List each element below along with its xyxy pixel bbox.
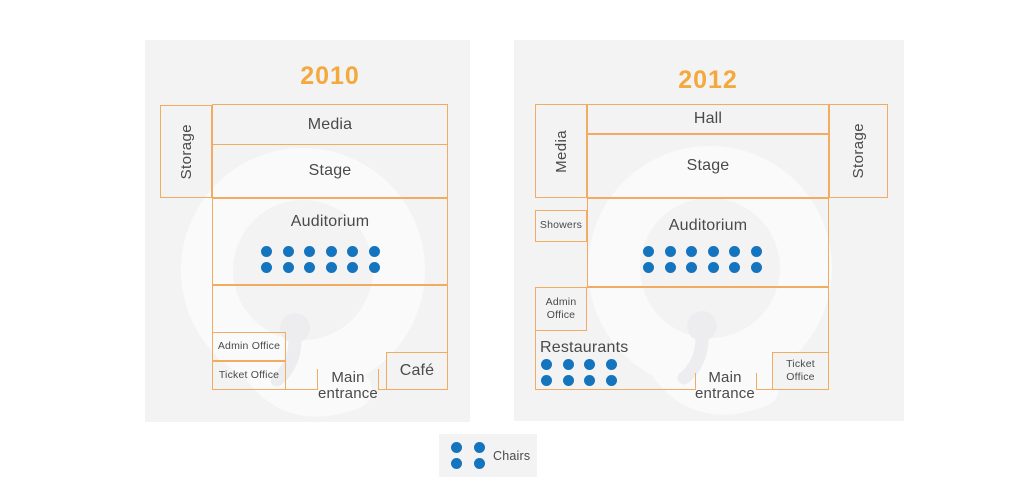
chair-dot — [261, 246, 272, 257]
stage-label: Stage — [308, 162, 352, 179]
room-ticket-office: Ticket Office — [772, 352, 829, 390]
chair-row — [451, 458, 485, 469]
stage-label: Stage — [686, 157, 730, 174]
restaurant-chairs — [541, 359, 617, 386]
chair-row — [261, 261, 380, 273]
chair-dot — [686, 246, 697, 257]
storage-label: Storage — [850, 123, 867, 179]
wall-bottom-left-segment — [536, 389, 695, 390]
chair-dot — [304, 261, 315, 273]
admin-office-label: Admin Office — [545, 295, 577, 321]
chair-dot — [605, 375, 617, 386]
chair-dot — [304, 246, 315, 257]
chair-dot — [605, 359, 617, 370]
chair-dot — [584, 359, 595, 370]
main-entrance-line2: entrance — [695, 385, 755, 402]
restaurants-label: Restaurants — [540, 339, 629, 356]
cafe-label: Café — [399, 362, 435, 379]
chair-dot — [261, 261, 272, 273]
room-media: Media — [212, 104, 448, 145]
chair-dot — [562, 359, 574, 370]
room-showers: Showers — [535, 210, 587, 242]
storage-label: Storage — [177, 123, 195, 180]
chair-row — [541, 359, 617, 370]
room-admin-office: Admin Office — [212, 332, 286, 361]
admin-office-label: Admin Office — [217, 339, 281, 352]
chair-dot — [282, 246, 294, 257]
room-stage: Stage — [587, 134, 829, 198]
floor-plan-2010-panel: 2010 Storage Media Stage Auditorium Admi… — [145, 40, 470, 422]
chair-dot — [750, 261, 762, 273]
chairs-legend-label: Chairs — [493, 448, 531, 463]
showers-label: Showers — [539, 219, 583, 232]
chair-dot — [474, 442, 485, 453]
main-entrance-line1: Main — [708, 369, 742, 386]
chair-dot — [664, 261, 676, 273]
chair-row — [643, 246, 762, 257]
chair-dot — [643, 261, 654, 273]
floor-plan-2012-panel: 2012 Media Hall Stage Storage Showers Au… — [514, 40, 904, 421]
auditorium-chairs — [261, 246, 380, 273]
chair-row — [451, 442, 485, 453]
legend-chair-dots — [451, 442, 485, 469]
main-entrance-line1: Main — [331, 369, 365, 386]
chair-dot — [541, 359, 552, 370]
chair-dot — [584, 375, 595, 386]
media-label: Media — [552, 129, 570, 173]
room-stage: Stage — [212, 144, 448, 198]
chair-dot — [347, 246, 358, 257]
chairs-legend: Chairs — [439, 434, 537, 477]
chair-dot — [325, 246, 337, 257]
main-entrance-label: Main entrance — [679, 370, 771, 402]
chair-dot — [325, 261, 337, 273]
auditorium-chairs — [643, 246, 762, 273]
chair-dot — [347, 261, 358, 273]
main-entrance-label: Main entrance — [302, 370, 394, 402]
chair-dot — [368, 261, 380, 273]
main-entrance-line2: entrance — [318, 385, 378, 402]
chair-dot — [368, 246, 380, 257]
plan-year-title: 2010 — [300, 62, 360, 90]
chair-dot — [474, 458, 485, 469]
room-storage: Storage — [160, 105, 212, 198]
chair-dot — [686, 261, 697, 273]
ticket-office-label: Ticket Office — [218, 368, 280, 381]
auditorium-label: Auditorium — [668, 217, 748, 234]
chair-dot — [643, 246, 654, 257]
chair-row — [643, 261, 762, 273]
chair-dot — [451, 458, 462, 469]
room-admin-office: Admin Office — [535, 287, 587, 331]
chair-row — [541, 375, 617, 386]
media-label: Media — [307, 115, 353, 133]
chair-dot — [707, 261, 719, 273]
chair-dot — [729, 261, 740, 273]
chair-dot — [707, 246, 719, 257]
chair-dot — [562, 375, 574, 386]
room-auditorium: Auditorium — [587, 198, 829, 287]
plan-year-title: 2012 — [678, 66, 738, 94]
ticket-office-label: Ticket Office — [786, 357, 815, 383]
chair-dot — [282, 261, 294, 273]
chair-dot — [664, 246, 676, 257]
chair-row — [261, 246, 380, 257]
room-media: Media — [535, 104, 587, 198]
chair-dot — [451, 442, 462, 453]
room-hall: Hall — [587, 104, 829, 134]
auditorium-label: Auditorium — [290, 213, 370, 230]
chair-dot — [729, 246, 740, 257]
hall-label: Hall — [693, 110, 723, 127]
chair-dot — [750, 246, 762, 257]
room-ticket-office: Ticket Office — [212, 361, 286, 390]
chair-dot — [541, 375, 552, 386]
room-cafe: Café — [386, 352, 448, 390]
room-storage: Storage — [829, 104, 888, 198]
